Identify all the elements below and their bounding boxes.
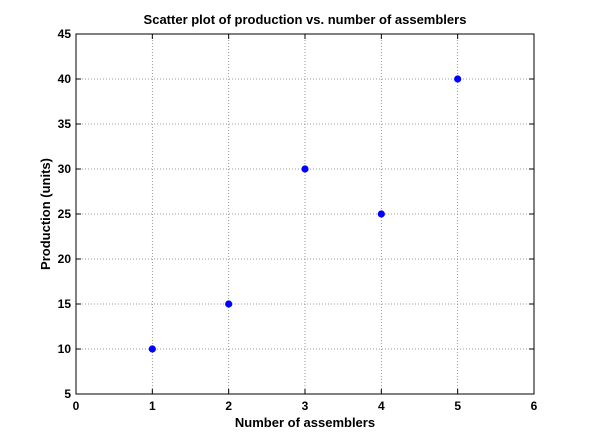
axis-ticks (75, 33, 535, 395)
x-tick-label: 4 (378, 399, 385, 413)
x-axis-label: Number of assemblers (235, 415, 375, 430)
x-tick-label: 0 (73, 399, 80, 413)
y-tick-label: 45 (58, 27, 72, 41)
y-axis-label: Production (units) (38, 158, 53, 270)
x-tick-label: 1 (149, 399, 156, 413)
x-tick-label: 6 (531, 399, 538, 413)
y-tick-label: 30 (58, 162, 72, 176)
y-tick-label: 25 (58, 207, 72, 221)
grid-lines (76, 34, 534, 394)
y-tick-label: 5 (64, 387, 71, 401)
data-point (301, 165, 309, 173)
data-point (225, 300, 233, 308)
data-point (377, 210, 385, 218)
x-tick-label: 3 (302, 399, 309, 413)
y-tick-label: 20 (58, 252, 72, 266)
y-tick-label: 35 (58, 117, 72, 131)
x-tick-label: 5 (454, 399, 461, 413)
x-axis-tick-labels: 0 1 2 3 4 5 6 (73, 399, 538, 413)
y-tick-label: 40 (58, 72, 72, 86)
data-point (148, 345, 156, 353)
data-points (148, 75, 462, 353)
y-tick-label: 15 (58, 297, 72, 311)
data-point (454, 75, 462, 83)
y-axis-tick-labels: 5 10 15 20 25 30 35 40 45 (58, 27, 72, 401)
x-tick-label: 2 (225, 399, 232, 413)
y-tick-label: 10 (58, 342, 72, 356)
chart-title: Scatter plot of production vs. number of… (144, 12, 467, 27)
